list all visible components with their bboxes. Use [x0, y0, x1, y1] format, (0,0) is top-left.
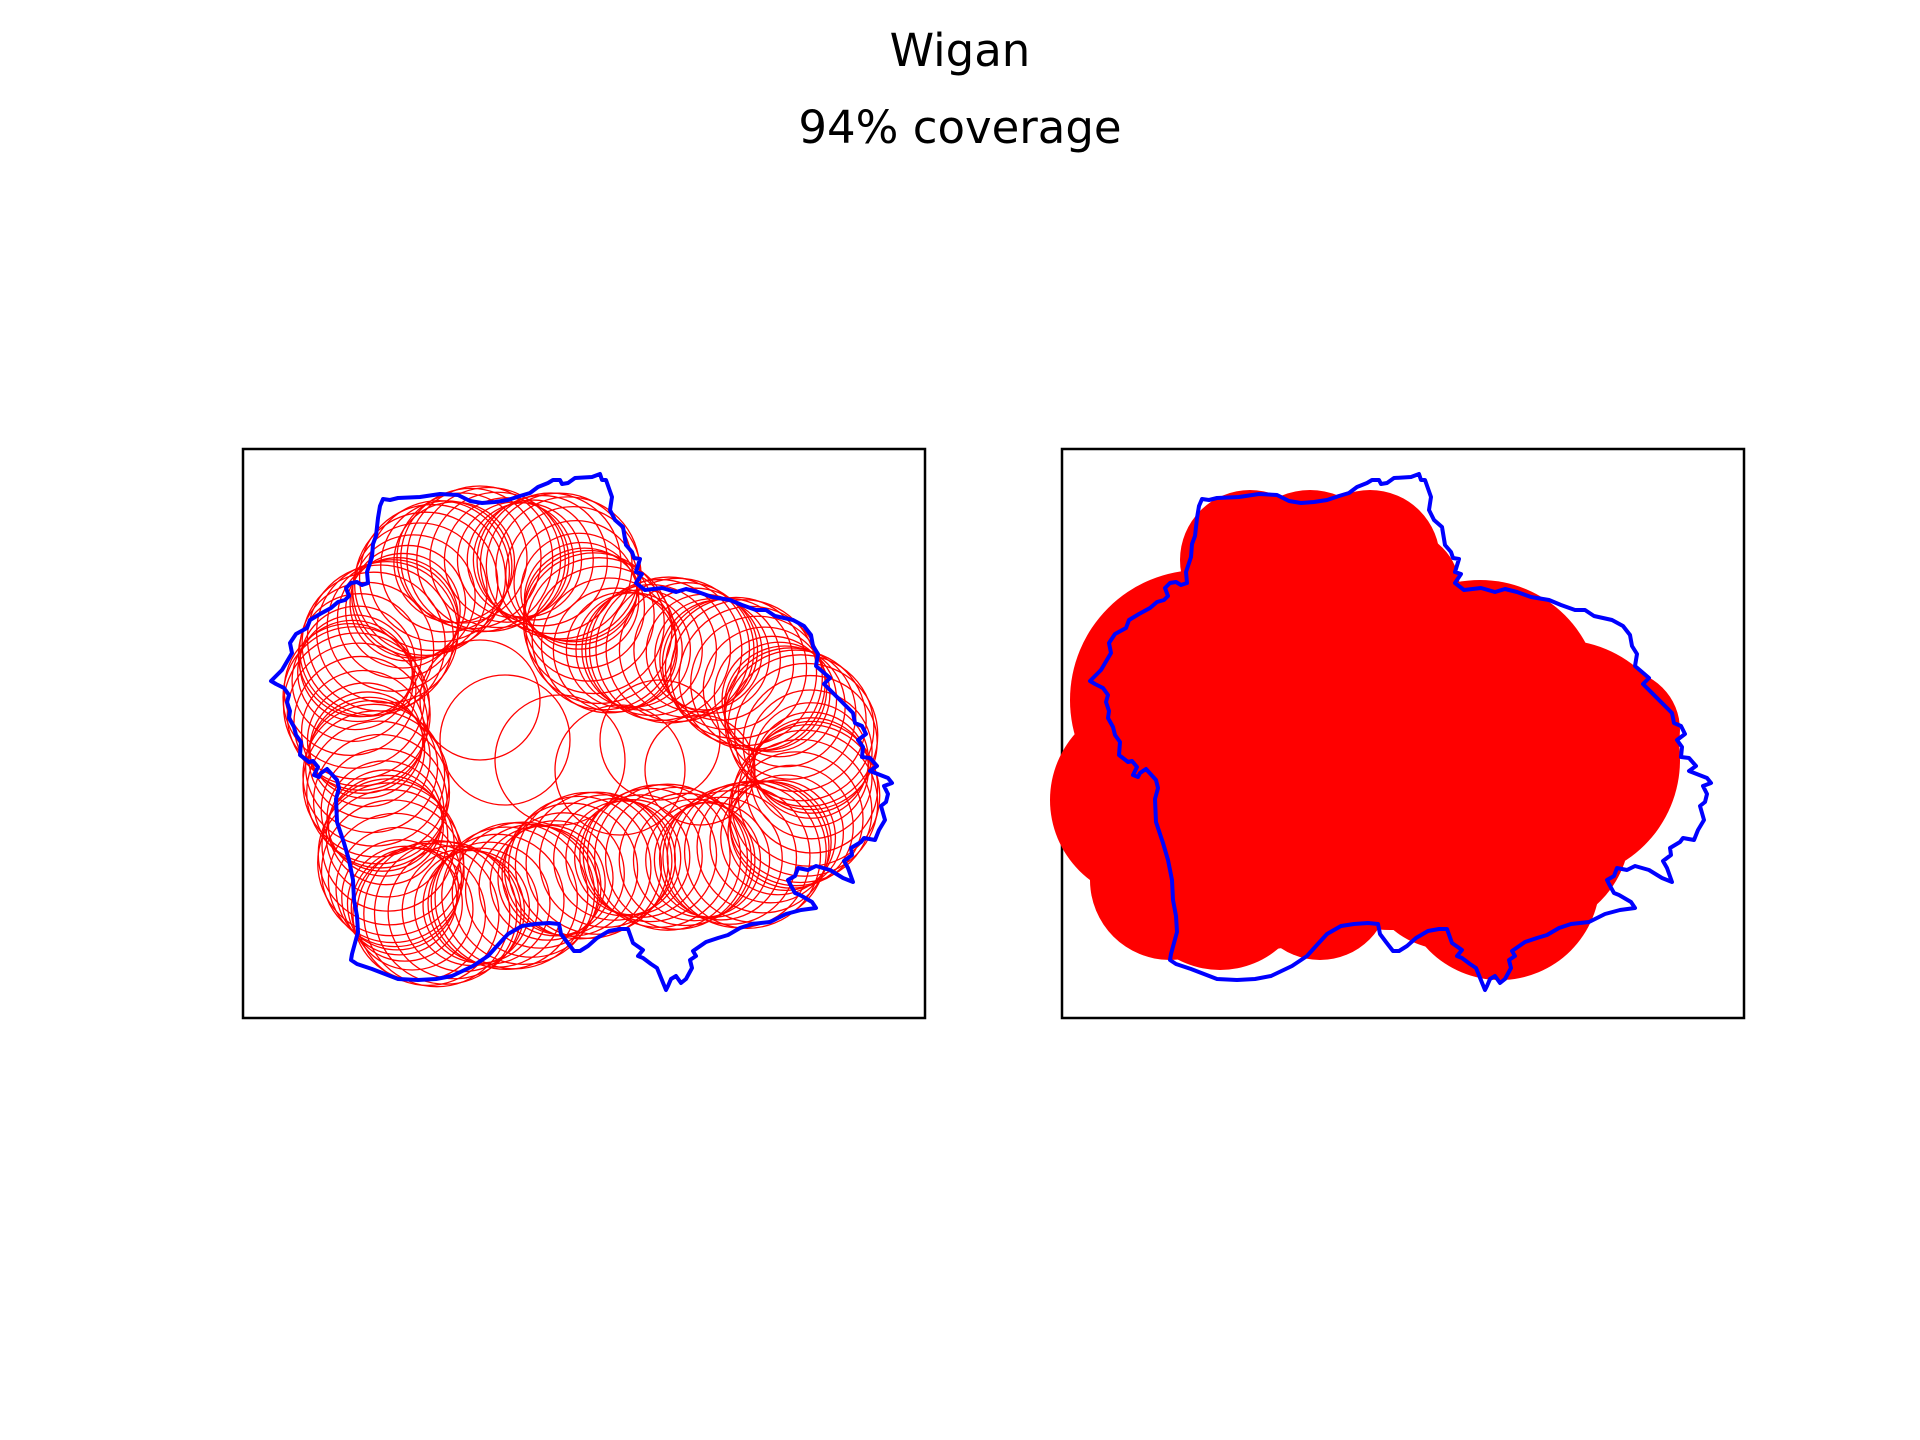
coverage-circle [662, 790, 798, 925]
coverage-circle [742, 674, 878, 811]
coverage-circle [618, 582, 755, 718]
coverage-circle [720, 779, 837, 896]
coverage-circle [632, 798, 756, 922]
coverage-circle [472, 499, 594, 621]
coverage-circle [320, 799, 465, 944]
boundary-outline [269, 472, 894, 992]
coverage-circle [753, 711, 870, 828]
coverage-circle [315, 560, 459, 704]
coverage-circle [522, 552, 665, 695]
coverage-circle [552, 587, 678, 713]
coverage-circle [497, 820, 614, 937]
coverage-circle [349, 544, 467, 662]
coverage-circle [723, 647, 857, 780]
coverage-circle [325, 774, 449, 898]
coverage-circle [507, 795, 652, 940]
coverage-circle [350, 847, 474, 971]
coverage-circle [286, 642, 431, 787]
coverage-circle [727, 654, 875, 802]
coverage-circle [554, 704, 686, 836]
coverage-circle [282, 626, 426, 769]
coverage-circle [336, 557, 459, 680]
coverage-circle [599, 679, 721, 801]
coverage-circle [358, 503, 507, 652]
coverage-circle [633, 587, 759, 713]
coverage-circle [304, 699, 439, 834]
coverage-circle [344, 552, 461, 669]
left-panel [241, 447, 927, 1020]
coverage-circle [427, 841, 551, 965]
coverage-circle [644, 714, 756, 826]
coverage-circle [525, 791, 669, 935]
coverage-circle [750, 717, 873, 840]
figure-title: Wigan [889, 24, 1031, 77]
right-panel [1050, 447, 1746, 1020]
right-panel-frame [1060, 447, 1746, 1020]
coverage-circle [727, 774, 845, 892]
coverage-circle [327, 769, 444, 886]
coverage-circle [586, 784, 731, 929]
coverage-area-filled [1050, 490, 1680, 980]
coverage-circle [439, 674, 571, 806]
coverage-circle [494, 694, 626, 826]
coverage-circle [588, 578, 732, 722]
coverage-circle [489, 824, 606, 941]
coverage-circle [419, 639, 541, 761]
coverage-circle [723, 645, 846, 768]
left-panel-frame [241, 447, 927, 1020]
coverage-circle [734, 662, 879, 808]
coverage-circle [352, 522, 488, 658]
coverage-circle [351, 534, 476, 659]
coverage-circle [593, 783, 742, 931]
boundary-outline [1088, 472, 1713, 992]
coverage-circle [321, 778, 455, 912]
coverage-circle [673, 781, 822, 929]
coverage-circle [306, 720, 451, 865]
coverage-circle [301, 571, 446, 716]
coverage-circle [618, 792, 753, 927]
coverage-circle [478, 825, 602, 949]
coverage-circle [317, 789, 465, 937]
coverage-circle [434, 826, 578, 970]
coverage-circle [317, 782, 461, 926]
coverage-circle [341, 839, 458, 956]
coverage-circle [309, 691, 426, 808]
coverage-circle [451, 821, 596, 966]
coverage-circle [503, 802, 639, 937]
coverage-blob [1400, 780, 1600, 980]
coverage-circle [306, 682, 424, 799]
coverage-circle [430, 833, 565, 968]
figure-subtitle: 94% coverage [798, 101, 1122, 154]
coverage-circle [443, 497, 570, 623]
coverage-circle [302, 703, 446, 847]
coverage-circle [575, 592, 692, 708]
coverage-circle [308, 696, 431, 820]
coverage-circle [595, 576, 743, 724]
coverage-circle [416, 486, 562, 632]
coverage-circle [721, 641, 838, 758]
coverage-circle [658, 796, 783, 921]
coverage-circle [645, 801, 762, 919]
coverage-circle [393, 501, 516, 624]
coverage-blob [1560, 670, 1680, 790]
coverage-circle [748, 689, 873, 814]
coverage-circle [346, 845, 463, 962]
coverage-circle [363, 840, 511, 988]
coverage-circle [713, 635, 831, 753]
coverage-circle [380, 500, 513, 633]
